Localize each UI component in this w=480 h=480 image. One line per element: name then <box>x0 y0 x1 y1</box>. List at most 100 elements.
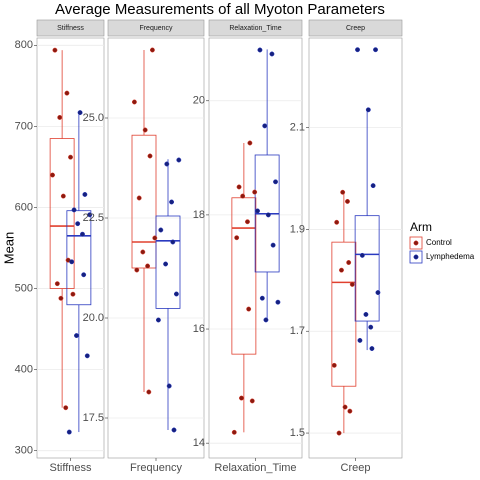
point <box>355 47 360 53</box>
y-tick-label: 25.0 <box>83 112 104 124</box>
point <box>50 172 55 178</box>
point <box>169 199 175 205</box>
x-tick-label: Relaxation_Time <box>214 462 296 474</box>
point <box>145 263 151 269</box>
point <box>54 281 60 287</box>
point <box>75 221 81 227</box>
point <box>368 324 374 330</box>
y-tick-label: 20 <box>193 95 205 107</box>
y-tick-label: 400 <box>15 364 33 376</box>
point <box>265 212 271 218</box>
chart-title: Average Measurements of all Myoton Param… <box>55 1 385 18</box>
y-tick-label: 500 <box>15 282 33 294</box>
point <box>246 306 252 312</box>
point <box>60 193 66 199</box>
point <box>247 140 253 146</box>
point <box>68 154 73 160</box>
point <box>70 291 76 297</box>
point <box>142 127 148 133</box>
point <box>52 47 58 53</box>
y-tick-label: 700 <box>15 120 33 132</box>
point <box>365 107 371 113</box>
point <box>245 219 250 225</box>
legend-label: Control <box>426 238 452 247</box>
strip-label: Frequency <box>139 25 173 32</box>
point <box>334 219 340 225</box>
point <box>259 295 265 301</box>
point <box>359 252 365 258</box>
legend-title: Arm <box>410 220 432 234</box>
point <box>71 207 77 213</box>
point <box>257 47 263 53</box>
strip-label: Relaxation_Time <box>229 25 281 32</box>
point <box>347 408 353 414</box>
y-tick-label: 22.5 <box>83 212 104 224</box>
point <box>255 208 260 214</box>
point <box>239 395 244 401</box>
point <box>370 183 376 189</box>
y-tick-label: 800 <box>15 39 33 51</box>
strip-label: Creep <box>346 25 365 32</box>
y-tick-label: 600 <box>15 201 33 213</box>
point <box>64 90 70 96</box>
point <box>63 405 69 411</box>
box <box>66 210 92 306</box>
box <box>131 134 157 269</box>
point <box>369 346 375 351</box>
point <box>147 153 153 159</box>
point <box>231 429 237 435</box>
point <box>363 311 369 317</box>
y-tick-label: 17.5 <box>83 412 104 424</box>
x-tick-label: Stiffness <box>50 462 92 474</box>
point <box>66 429 72 435</box>
point <box>249 398 255 404</box>
point <box>152 235 158 241</box>
strip-bg <box>208 19 303 37</box>
y-tick-label: 14 <box>193 437 205 449</box>
y-tick-label: 300 <box>15 445 33 457</box>
point <box>136 195 142 201</box>
strip-bg <box>36 19 105 37</box>
point <box>252 189 258 195</box>
strip-label: Stiffness <box>57 25 84 32</box>
point <box>375 290 381 295</box>
point <box>163 261 169 267</box>
point <box>336 430 342 436</box>
strip-bg <box>107 19 205 37</box>
point <box>140 249 146 255</box>
point <box>236 184 242 190</box>
point <box>240 193 246 199</box>
point <box>149 47 155 53</box>
point <box>134 267 140 273</box>
x-tick-label: Frequency <box>130 462 182 474</box>
point <box>273 179 278 185</box>
point <box>87 212 93 218</box>
point <box>263 317 269 323</box>
panel <box>36 37 105 459</box>
y-axis-title: Mean <box>1 232 16 265</box>
y-tick-label: 1.5 <box>290 427 305 439</box>
point <box>357 337 363 343</box>
legend-swatch <box>413 254 419 260</box>
y-tick-label: 18 <box>193 209 205 221</box>
legend-swatch <box>413 240 419 246</box>
point <box>349 281 355 287</box>
point <box>69 259 75 265</box>
point <box>74 333 79 339</box>
point <box>170 239 176 245</box>
point <box>155 317 161 323</box>
point <box>57 115 63 120</box>
point <box>270 242 276 248</box>
point <box>342 404 348 410</box>
point <box>331 362 337 368</box>
point <box>373 47 378 53</box>
point <box>166 383 172 389</box>
point <box>275 299 281 305</box>
point <box>131 99 137 105</box>
x-tick-label: Creep <box>341 462 371 474</box>
point <box>171 427 177 433</box>
point <box>164 161 170 167</box>
point <box>339 267 344 273</box>
point <box>269 51 275 57</box>
